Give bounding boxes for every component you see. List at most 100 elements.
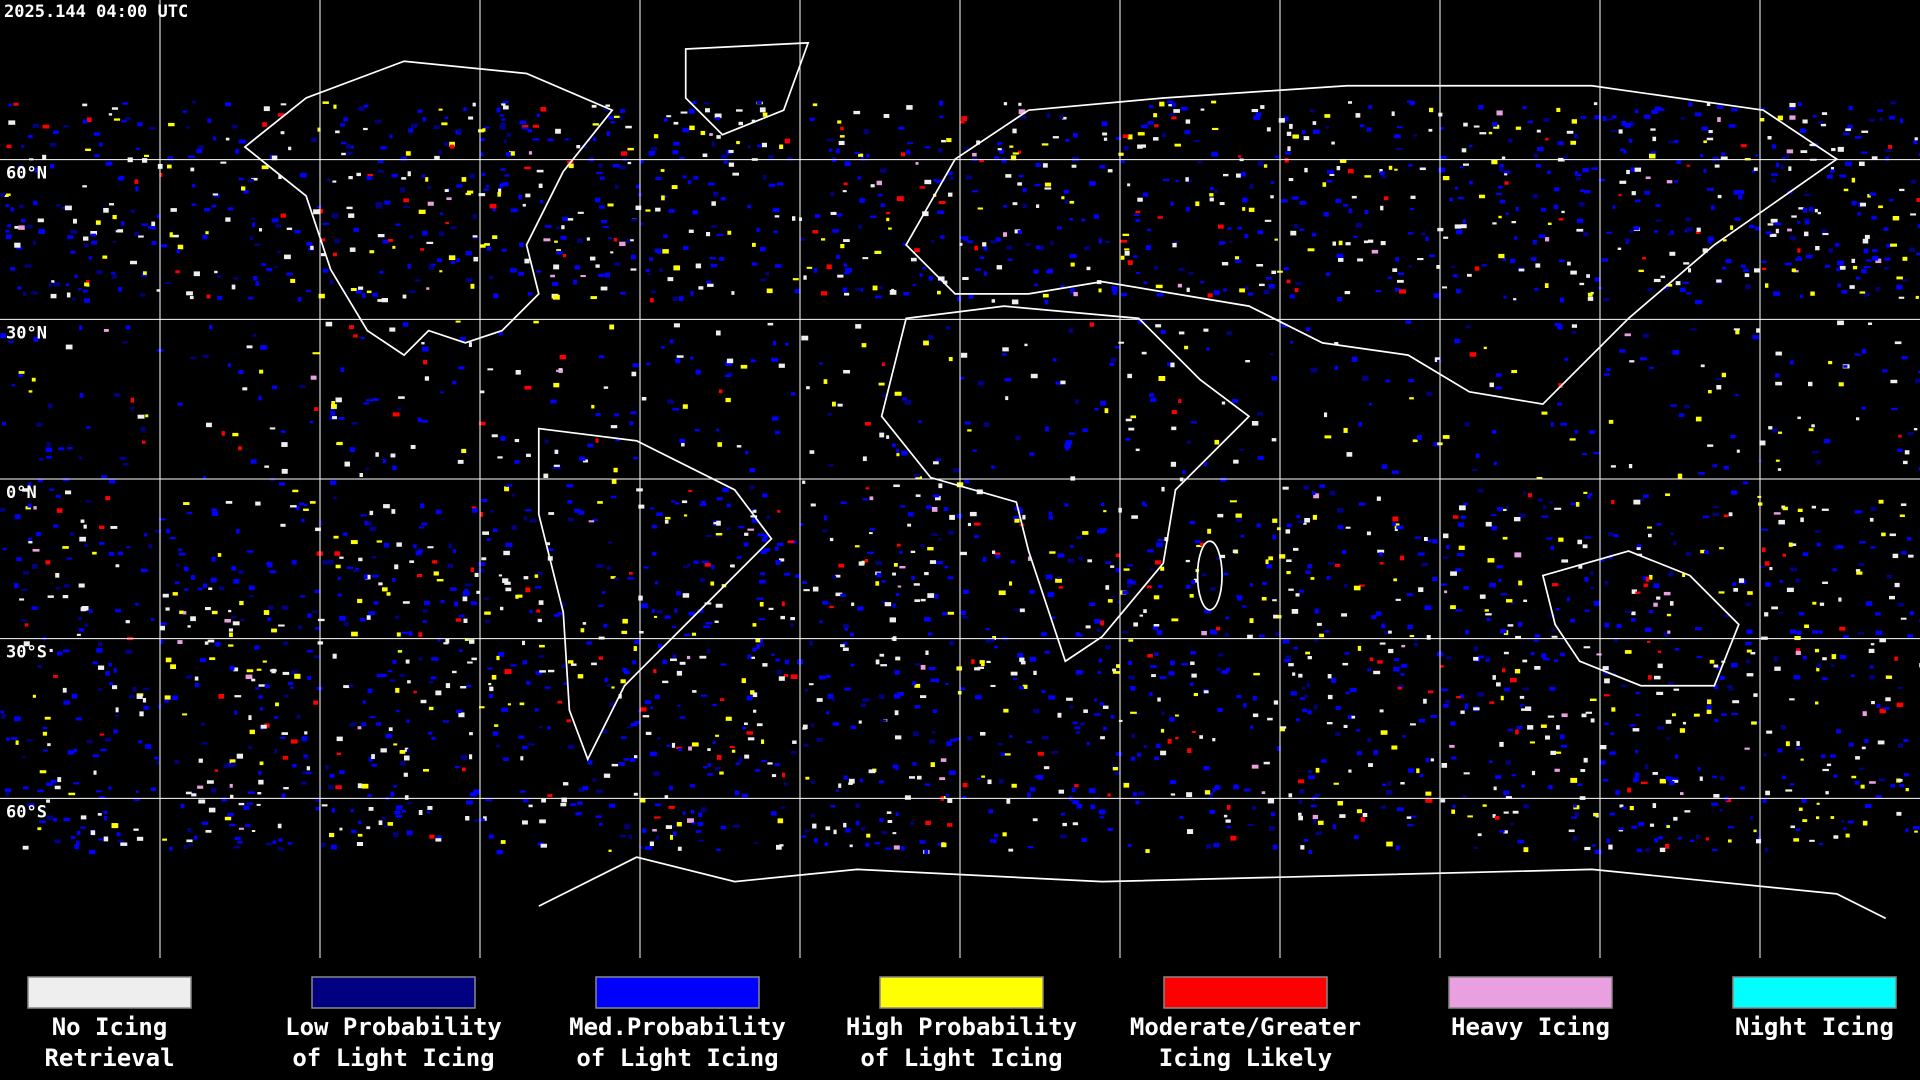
icing-pixel [790,392,796,396]
icing-pixel [709,133,713,136]
icing-pixel [1209,629,1217,635]
icing-pixel [770,811,777,816]
icing-pixel [271,218,279,223]
icing-pixel [832,575,837,580]
icing-pixel [561,225,565,230]
icing-pixel [621,630,628,635]
icing-pixel [1234,256,1240,261]
icing-pixel [1894,582,1900,588]
icing-pixel [363,574,368,580]
icing-pixel [782,772,786,778]
icing-pixel [160,622,167,625]
icing-pixel [1004,378,1012,382]
icing-pixel [159,518,166,521]
icing-pixel [529,610,533,614]
icing-pixel [812,103,818,107]
icing-pixel [1795,578,1800,583]
icing-pixel [991,465,995,469]
icing-pixel [343,117,348,122]
icing-pixel [814,214,821,218]
icing-pixel [553,465,561,469]
icing-pixel [886,212,891,215]
icing-pixel [1189,594,1194,598]
icing-pixel [299,173,307,178]
icing-pixel [819,675,826,680]
icing-pixel [1137,752,1141,757]
icing-pixel [1209,193,1214,197]
icing-pixel [1093,214,1099,219]
icing-pixel [870,184,875,188]
icing-pixel [1407,768,1415,773]
icing-pixel [774,264,782,268]
icing-pixel [922,211,929,217]
icing-pixel [1554,322,1561,327]
icing-pixel [169,232,173,238]
icing-pixel [357,106,365,112]
icing-pixel [1419,773,1424,778]
icing-pixel [544,225,552,228]
icing-pixel [1213,631,1218,635]
icing-pixel [990,240,997,244]
icing-pixel [520,756,524,761]
icing-pixel [976,140,980,145]
icing-pixel [233,277,238,280]
icing-pixel [1612,115,1617,119]
icing-pixel [1515,206,1519,212]
icing-pixel [835,148,840,154]
icing-pixel [865,487,870,490]
icing-pixel [322,222,330,225]
icing-pixel [232,621,240,626]
icing-pixel [1555,608,1560,611]
icing-pixel [840,244,845,249]
icing-pixel [1812,630,1819,634]
icing-pixel [1428,690,1434,694]
icing-pixel [843,182,848,186]
icing-pixel [1279,554,1286,559]
icing-pixel [1775,162,1780,168]
icing-pixel [953,468,961,473]
icing-pixel [997,743,1004,746]
icing-pixel [304,731,308,735]
icing-pixel [221,431,225,436]
icing-pixel [1026,741,1033,744]
icing-pixel [1575,502,1580,507]
icing-pixel [1469,352,1477,357]
icing-pixel [1069,545,1074,548]
icing-pixel [1795,650,1801,655]
icing-pixel [1631,825,1638,829]
icing-pixel [154,529,162,533]
icing-pixel [1397,686,1402,690]
icing-pixel [26,739,33,742]
icing-pixel [84,282,90,287]
icing-pixel [1033,670,1037,676]
icing-pixel [1127,564,1133,567]
icing-pixel [579,456,586,461]
icing-pixel [478,562,485,567]
icing-pixel [774,763,780,767]
icing-pixel [1187,829,1194,835]
icing-pixel [655,207,661,212]
icing-pixel [277,250,281,254]
icing-pixel [1356,729,1360,732]
icing-pixel [523,516,528,521]
icing-pixel [1249,184,1254,190]
icing-pixel [1478,104,1484,110]
icing-pixel [1348,101,1353,104]
icing-pixel [322,268,329,273]
icing-pixel [1502,257,1506,261]
icing-pixel [536,609,541,613]
icing-pixel [208,587,213,590]
icing-pixel [406,719,410,723]
icing-pixel [672,831,677,837]
icing-pixel [762,112,768,117]
icing-pixel [751,119,756,123]
icing-pixel [428,680,434,684]
icing-pixel [1428,128,1433,132]
icing-pixel [1200,108,1205,111]
icing-pixel [1393,578,1397,582]
icing-pixel [1011,299,1019,305]
icing-pixel [498,331,503,336]
icing-pixel [1060,380,1066,385]
icing-pixel [423,360,428,365]
icing-pixel [977,777,981,780]
